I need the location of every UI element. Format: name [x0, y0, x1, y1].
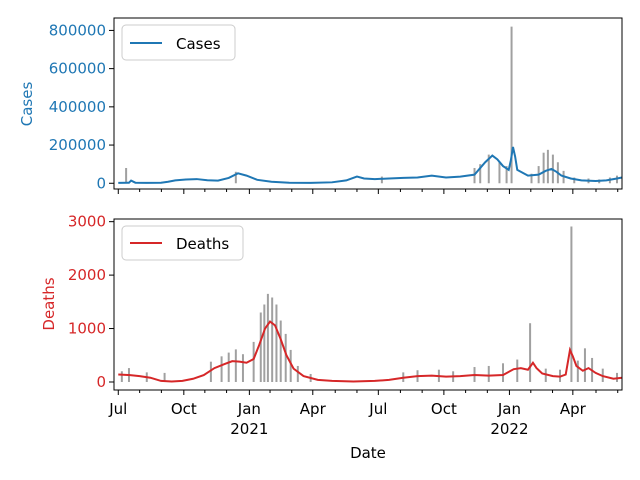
cases-y-tick-label: 400000 [49, 98, 106, 116]
deaths-axes-frame [113, 218, 623, 391]
x-tick-label: Jan [237, 400, 261, 418]
cases-y-tick-label: 800000 [49, 21, 106, 39]
deaths-y-tick-label: 2000 [68, 266, 106, 284]
deaths-legend-label: Deaths [176, 235, 229, 253]
cases-y-tick-label: 200000 [49, 136, 106, 154]
deaths-y-tick-label: 0 [96, 373, 106, 391]
x-tick-label: Apr [300, 400, 327, 418]
x-tick-label: Oct [171, 400, 197, 418]
cases-smoothed-line [118, 146, 623, 184]
deaths-y-tick-label: 1000 [68, 320, 106, 338]
deaths-legend-box [121, 225, 244, 261]
deaths-panel: 0 1000 2000 3000 Jul Oct Jan 2021 Apr Jul Oct Jan 2… [40, 213, 623, 462]
x-tick-label: Jan [497, 400, 521, 418]
deaths-smoothed-line [118, 320, 623, 383]
x-tick-label: Jul [368, 400, 387, 418]
cases-y-axis-label: Cases [18, 82, 36, 127]
cases-legend-label: Cases [176, 35, 221, 53]
date-x-axis-label: Date [350, 444, 386, 462]
cases-y-axis: 0 200000 400000 600000 800000 [49, 21, 114, 192]
cases-legend: Cases [121, 24, 236, 61]
cases-panel: 0 200000 400000 600000 800000 Cases Cases [18, 17, 623, 194]
x-tick-label: Apr [560, 400, 587, 418]
cases-axes-frame [113, 17, 623, 190]
x-tick-label: Jul [108, 400, 127, 418]
cases-legend-box [121, 24, 236, 61]
date-x-axis: Jul Oct Jan 2021 Apr Jul Oct Jan 2022 Apr [108, 390, 619, 438]
deaths-y-axis-label: Deaths [40, 277, 58, 330]
x-tick-label: Oct [431, 400, 457, 418]
cases-x-axis-ticks [117, 189, 619, 194]
cases-y-tick-label: 0 [96, 174, 106, 192]
x-tick-label: 2021 [230, 420, 268, 438]
deaths-y-tick-label: 3000 [68, 213, 106, 231]
x-tick-label: 2022 [490, 420, 528, 438]
deaths-raw-series [120, 226, 619, 382]
deaths-y-axis: 0 1000 2000 3000 [68, 213, 114, 391]
deaths-legend: Deaths [121, 225, 244, 261]
cases-y-tick-label: 600000 [49, 60, 106, 78]
